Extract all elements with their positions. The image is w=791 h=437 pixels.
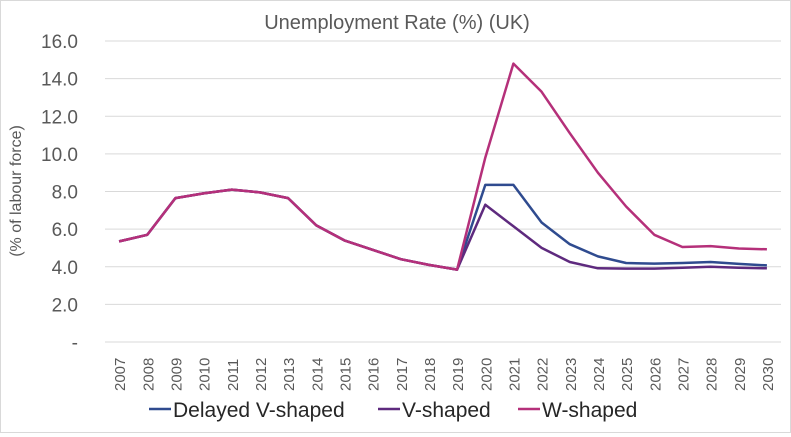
x-tick-label: 2010 (197, 358, 214, 391)
x-tick-label: 2012 (253, 358, 270, 391)
x-tick-label: 2015 (337, 358, 354, 391)
x-tick-label: 2020 (478, 358, 495, 391)
y-tick-label: 12.0 (41, 107, 78, 128)
x-tick-label: 2009 (168, 358, 185, 391)
x-tick-label: 2008 (140, 358, 157, 391)
legend-label: W-shaped (542, 399, 637, 422)
y-tick-label: 2.0 (52, 295, 78, 316)
y-tick-label: 16.0 (41, 32, 78, 53)
series-line-w-shaped (118, 62, 767, 271)
series-line-delayed-v-shaped (118, 183, 767, 271)
x-tick-label: 2021 (506, 358, 523, 391)
y-axis-ticks: - 2.0 4.0 6.0 8.0 10.0 12.0 14.0 16.0 (41, 32, 78, 354)
x-tick-label: 2022 (535, 358, 552, 391)
x-tick-label: 2019 (450, 358, 467, 391)
x-tick-label: 2014 (309, 358, 326, 391)
x-tick-label: 2027 (675, 358, 692, 391)
x-tick-label: 2023 (563, 358, 580, 391)
x-tick-label: 2025 (619, 358, 636, 391)
x-tick-label: 2024 (591, 358, 608, 391)
y-tick-label: - (72, 333, 78, 354)
legend-label: Delayed V-shaped (173, 399, 345, 422)
legend-item: Delayed V-shaped (149, 399, 345, 422)
x-tick-label: 2029 (732, 358, 749, 391)
series-lines (118, 62, 767, 271)
legend: Delayed V-shaped V-shaped W-shaped (149, 399, 637, 422)
y-tick-label: 4.0 (52, 258, 78, 279)
x-tick-label: 2026 (647, 358, 664, 391)
gridlines (105, 40, 781, 343)
x-tick-label: 2016 (366, 358, 383, 391)
y-axis-label: (% of labour force) (8, 125, 25, 257)
x-tick-label: 2028 (704, 358, 721, 391)
legend-label: V-shaped (402, 399, 491, 422)
x-tick-label: 2007 (112, 358, 129, 391)
x-axis-ticks: 2007 2008 2009 2010 2011 2012 2013 2014 2015 2016… (112, 358, 777, 391)
x-tick-label: 2030 (760, 358, 777, 391)
x-tick-label: 2011 (225, 359, 242, 391)
y-tick-label: 10.0 (41, 145, 78, 166)
chart-title: Unemployment Rate (%) (UK) (264, 12, 530, 34)
x-tick-label: 2017 (394, 358, 411, 391)
y-tick-label: 6.0 (52, 220, 78, 241)
y-tick-label: 14.0 (41, 70, 78, 91)
y-tick-label: 8.0 (52, 183, 78, 204)
x-tick-label: 2013 (281, 358, 298, 391)
legend-item: W-shaped (518, 399, 637, 422)
x-tick-label: 2018 (422, 358, 439, 391)
legend-item: V-shaped (378, 399, 491, 422)
